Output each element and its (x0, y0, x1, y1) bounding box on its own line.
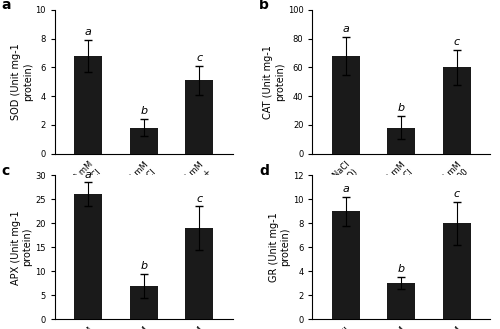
Text: c: c (454, 189, 460, 199)
Bar (443, 223, 470, 319)
Bar (74, 56, 102, 154)
Y-axis label: CAT (Unit mg-1
protein): CAT (Unit mg-1 protein) (264, 45, 285, 119)
Text: a: a (342, 24, 349, 34)
Bar (332, 56, 359, 154)
Text: a: a (85, 27, 91, 37)
Y-axis label: APX (Unit mg-1
protein): APX (Unit mg-1 protein) (11, 210, 32, 285)
Bar (186, 80, 213, 154)
Text: a: a (85, 170, 91, 180)
Y-axis label: SOD (Unit mg-1
protein): SOD (Unit mg-1 protein) (11, 43, 32, 120)
Text: a: a (2, 0, 11, 13)
Text: b: b (140, 261, 147, 271)
Text: c: c (2, 164, 10, 178)
Bar (443, 67, 470, 154)
Text: c: c (196, 53, 202, 63)
Bar (130, 128, 158, 154)
Text: b: b (140, 106, 147, 116)
Y-axis label: GR (Unit mg-1
protein): GR (Unit mg-1 protein) (268, 212, 290, 282)
Bar (332, 211, 359, 319)
Bar (74, 194, 102, 319)
Text: c: c (454, 37, 460, 47)
Bar (130, 286, 158, 319)
Bar (186, 228, 213, 319)
Text: c: c (196, 193, 202, 204)
Text: b: b (398, 103, 405, 114)
Bar (388, 283, 415, 319)
Text: b: b (259, 0, 269, 13)
Text: b: b (398, 264, 405, 274)
Text: a: a (342, 184, 349, 194)
Bar (388, 128, 415, 154)
Text: d: d (259, 164, 269, 178)
